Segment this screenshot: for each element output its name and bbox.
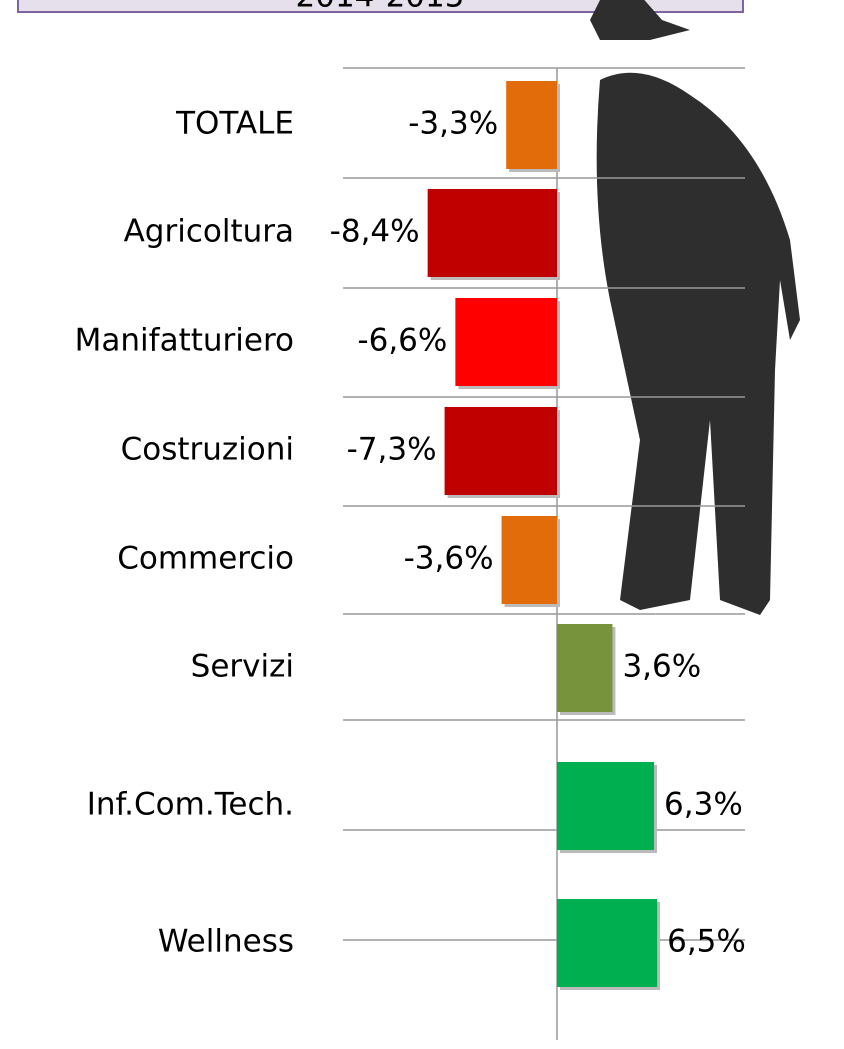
category-label: Wellness <box>158 924 294 960</box>
bar <box>557 899 658 987</box>
bar <box>501 516 557 604</box>
value-label: -8,4% <box>330 214 420 250</box>
value-label: 6,3% <box>664 787 743 823</box>
bar <box>557 624 613 712</box>
category-label: Inf.Com.Tech. <box>87 787 294 823</box>
category-label: Commercio <box>117 541 294 577</box>
category-label: TOTALE <box>175 106 294 142</box>
category-label: Costruzioni <box>121 432 294 468</box>
value-label: -7,3% <box>347 432 437 468</box>
value-label: -3,3% <box>408 106 498 142</box>
person-silhouette <box>590 0 800 615</box>
category-label: Agricoltura <box>124 214 294 250</box>
bar <box>427 189 557 277</box>
title-box <box>17 0 744 13</box>
value-label: -3,6% <box>404 541 494 577</box>
category-label: Servizi <box>191 649 294 685</box>
bar <box>506 81 557 169</box>
value-label: -6,6% <box>357 323 447 359</box>
value-label: 3,6% <box>622 649 701 685</box>
bar <box>444 407 557 495</box>
bar <box>455 298 557 386</box>
bar <box>557 762 655 850</box>
value-label: 6,5% <box>667 924 746 960</box>
category-label: Manifatturiero <box>75 323 294 359</box>
chart-title: 2014-2015 <box>296 0 465 15</box>
